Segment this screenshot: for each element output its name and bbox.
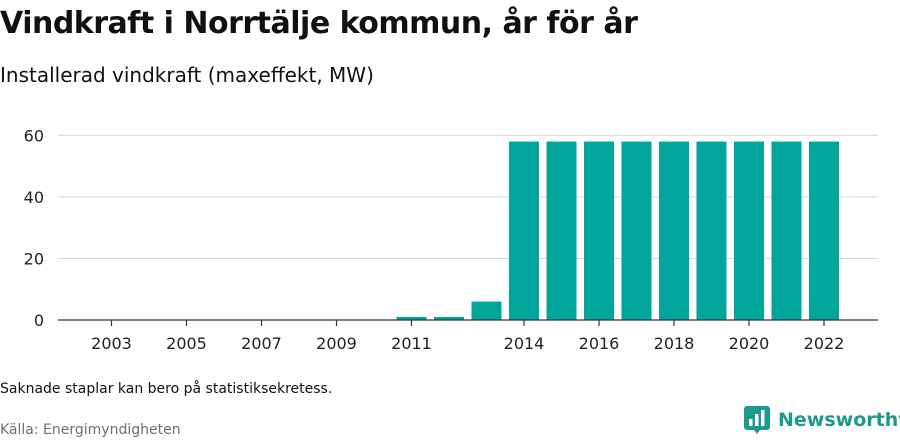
x-tick-label: 2020 (729, 334, 770, 353)
x-tick-label: 2022 (804, 334, 845, 353)
bar-2020 (734, 141, 764, 320)
chart-title: Vindkraft i Norrtälje kommun, år för år (0, 6, 638, 41)
chart-subtitle: Installerad vindkraft (maxeffekt, MW) (0, 63, 374, 87)
footnote: Saknade staplar kan bero på statistiksek… (0, 381, 333, 397)
y-axis-ticks: 0 20 40 60 (24, 126, 44, 330)
bar-2015 (546, 141, 577, 320)
bar-2014 (509, 141, 539, 320)
bar-2012 (434, 316, 464, 320)
x-tick-label: 2016 (579, 334, 620, 353)
brand-logo[interactable]: Newsworthy (744, 406, 900, 434)
source-credit: Källa: Energimyndigheten (0, 422, 181, 438)
y-tick-label: 60 (24, 126, 44, 145)
x-tick-label: 2003 (91, 334, 132, 353)
y-tick-label: 0 (34, 311, 44, 330)
bar-2021 (771, 141, 802, 320)
x-tick-label: 2009 (316, 334, 357, 353)
x-tick-label: 2018 (654, 334, 695, 353)
y-tick-label: 40 (24, 188, 44, 207)
bar-2019 (696, 141, 727, 320)
bars (396, 141, 839, 320)
x-tick-label: 2007 (241, 334, 282, 353)
x-tick-label: 2011 (391, 334, 432, 353)
bar-2011 (396, 316, 427, 320)
bar-2013 (471, 301, 502, 320)
bar-2018 (659, 141, 689, 320)
x-axis-ticks: 2003 2005 2007 2009 2011 2014 2016 2018 2020 2022 (91, 320, 844, 353)
bar-2016 (584, 141, 614, 320)
y-tick-label: 20 (24, 249, 44, 268)
bar-2017 (621, 141, 652, 320)
brand-name: Newsworthy (778, 409, 900, 431)
bar-chart: 0 20 40 60 2003 2005 2007 2009 2011 2014 2016 2018… (24, 126, 878, 353)
bar-2022 (809, 141, 839, 320)
x-tick-label: 2014 (504, 334, 545, 353)
x-tick-label: 2005 (166, 334, 207, 353)
newsworthy-logo-icon (744, 406, 770, 434)
